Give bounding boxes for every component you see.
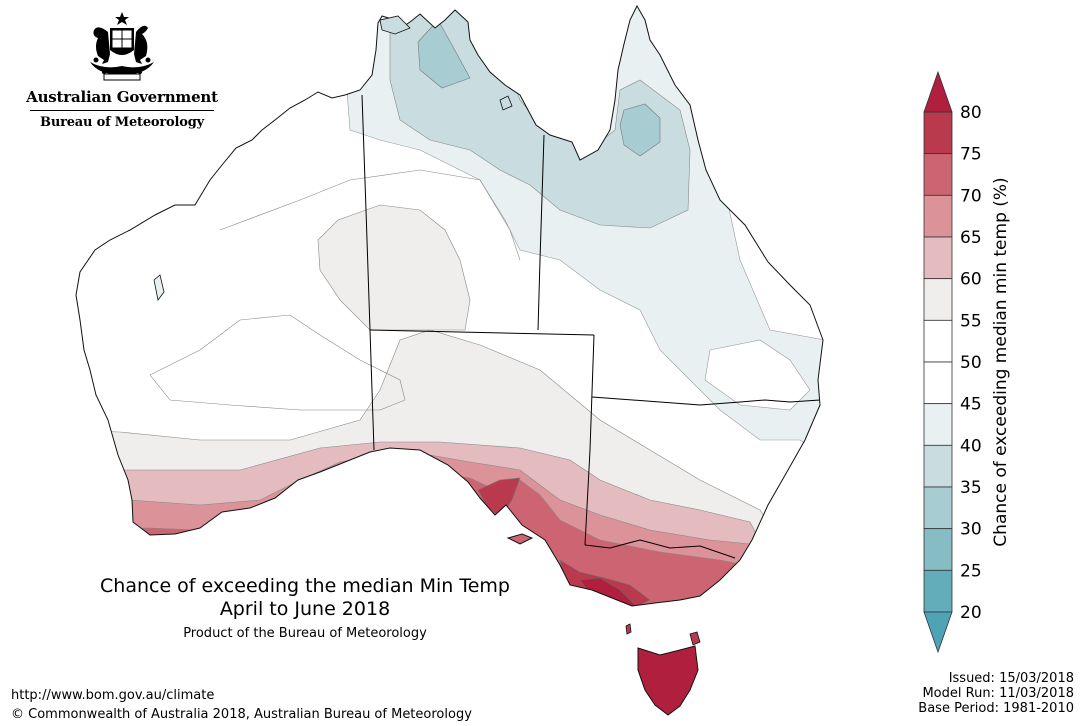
legend-tick-label: 40 [960, 436, 982, 456]
issue-info: Issued: 15/03/2018 Model Run: 11/03/2018… [918, 671, 1074, 716]
melville-island [379, 15, 411, 35]
australia-map [75, 5, 824, 716]
model-run-date: Model Run: 11/03/2018 [922, 686, 1074, 701]
logo-divider [30, 110, 214, 111]
legend-bin [923, 111, 953, 155]
legend-tick-label: 20 [960, 603, 982, 623]
legend-bin [923, 528, 953, 571]
footer-copyright: © Commonwealth of Australia 2018, Austra… [11, 707, 472, 722]
king-island [625, 623, 632, 635]
legend-tick-label: 75 [960, 145, 982, 165]
legend-bottom-arrow [923, 611, 953, 654]
legend-tick-label: 50 [960, 353, 982, 373]
legend-bin [923, 278, 953, 321]
legend-tick-label: 45 [960, 395, 982, 415]
legend-tick-label: 65 [960, 228, 982, 248]
tasmania [637, 645, 699, 716]
legend-bin [923, 444, 953, 488]
legend-bin [923, 319, 953, 363]
groote-eylandt [499, 95, 513, 111]
legend-bin [923, 236, 953, 280]
legend-bin [923, 569, 953, 613]
legend-axis-label: Chance of exceeding median min temp (%) [991, 177, 1011, 546]
kangaroo-island [506, 533, 534, 545]
logo-bureau-text: Bureau of Meteorology [40, 115, 204, 130]
footer-url: http://www.bom.gov.au/climate [11, 688, 215, 703]
flinders-island [689, 631, 701, 646]
map-title: Chance of exceeding the median Min Temp … [60, 575, 550, 643]
legend-tick-label: 60 [960, 270, 982, 290]
legend-colorbar: 80 75 70 65 60 55 50 45 40 35 30 25 20 Chance of exc… [923, 70, 1011, 654]
legend-bin [923, 194, 953, 238]
legend-tick-label: 25 [960, 561, 982, 581]
legend-tick-label: 30 [960, 520, 982, 540]
title-product: Product of the Bureau of Meteorology [183, 626, 427, 641]
coat-of-arms-icon [90, 12, 154, 81]
legend-bin [923, 403, 953, 446]
state-borders [361, 94, 821, 559]
title-main: Chance of exceeding the median Min Temp [100, 575, 510, 597]
legend-bin [923, 486, 953, 530]
zone-55-60-interior [317, 204, 471, 331]
legend-bin [923, 361, 953, 405]
legend-tick-label: 55 [960, 311, 982, 331]
legend-tick-label: 35 [960, 478, 982, 498]
zone-30-35-cape [619, 103, 661, 157]
legend-bin [923, 153, 953, 196]
legend-top-arrow [923, 70, 953, 113]
issued-date: Issued: 15/03/2018 [948, 671, 1074, 686]
title-period: April to June 2018 [219, 598, 391, 620]
legend-tick-label: 80 [960, 103, 982, 123]
logo-government-text: Australian Government [26, 88, 218, 106]
bom-logo: Australian Government Bureau of Meteorol… [22, 10, 222, 140]
legend-tick-label: 70 [960, 186, 982, 206]
base-period: Base Period: 1981-2010 [918, 701, 1074, 716]
dirk-hartog-island [153, 274, 165, 301]
